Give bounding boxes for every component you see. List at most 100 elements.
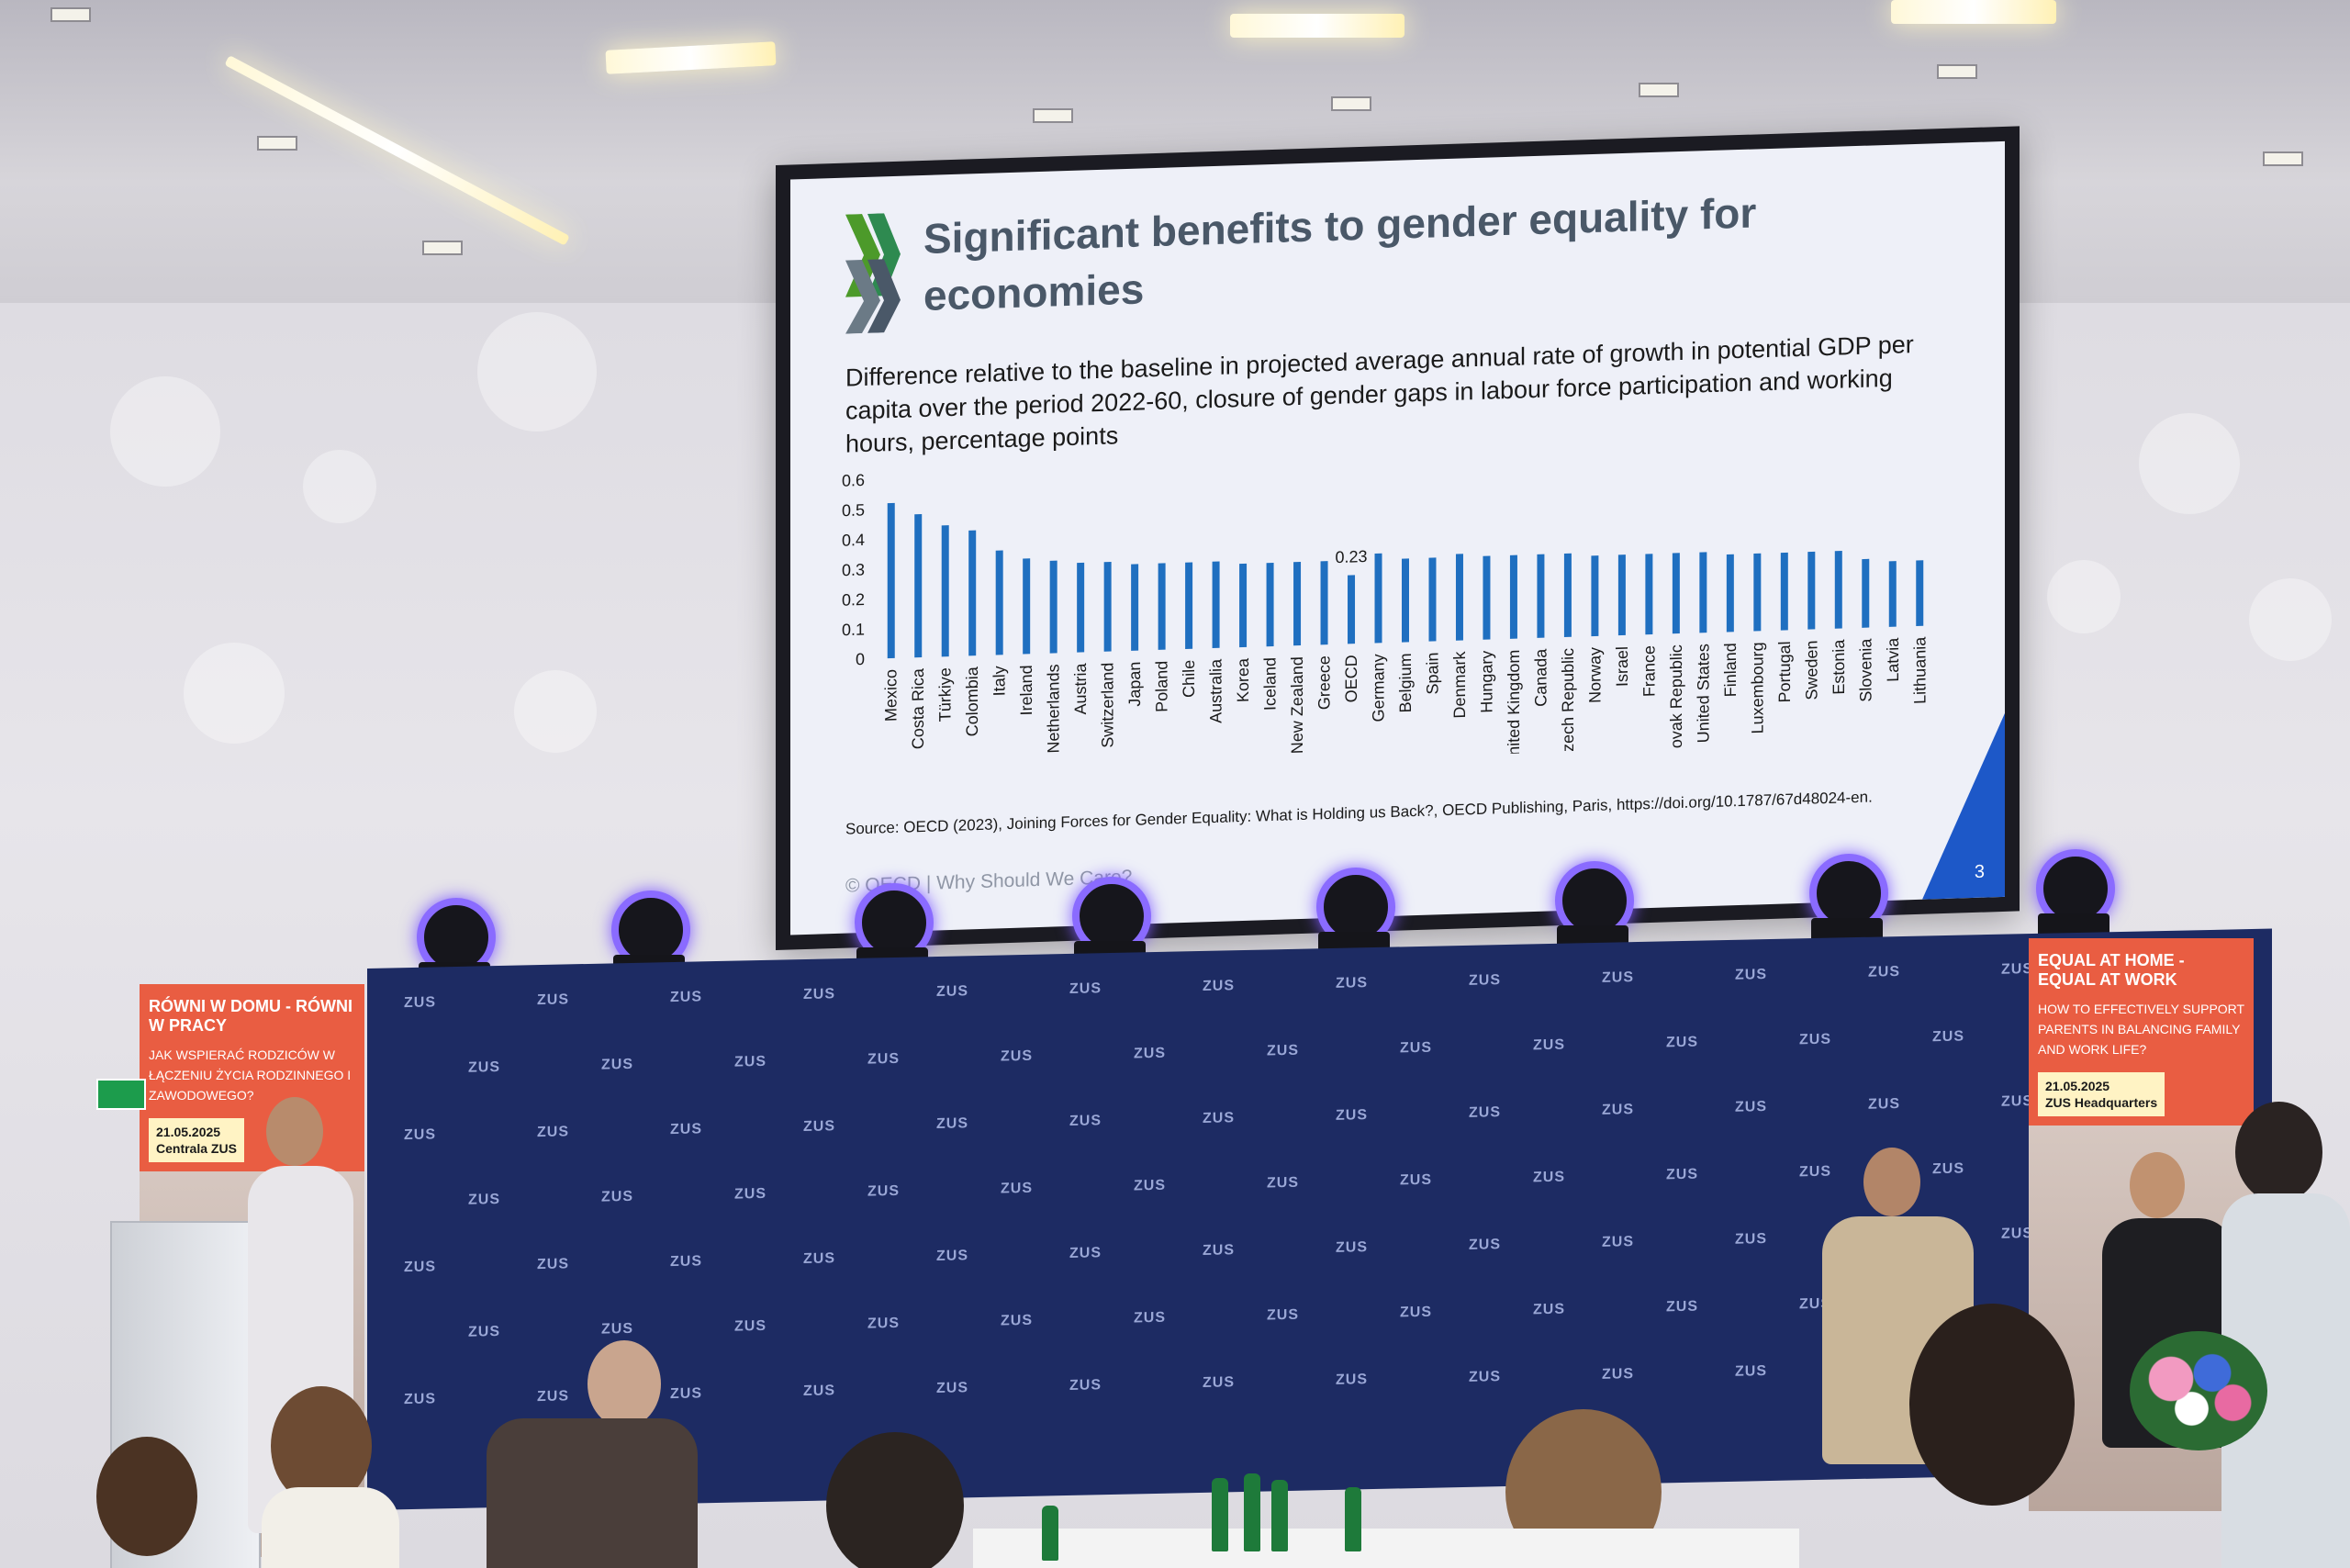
bar-hungary <box>1483 555 1491 640</box>
ceiling-vent <box>1639 83 1679 97</box>
x-tick-label: Costa Rica <box>909 667 927 750</box>
bar-slovenia <box>1862 558 1870 628</box>
x-tick-label: Estonia <box>1830 638 1848 695</box>
slide-corner-accent <box>1922 712 2005 900</box>
bokeh-light <box>184 643 285 744</box>
stage-logo-text: ZUS <box>1134 1309 1166 1327</box>
x-tick-label: Slovenia <box>1856 637 1874 702</box>
slide-subtitle: Difference relative to the baseline in p… <box>845 330 1914 458</box>
y-tick-label: 0.2 <box>842 590 865 610</box>
stage-logo-text: ZUS <box>1735 1363 1767 1380</box>
stage-logo-text: ZUS <box>1868 1096 1900 1113</box>
bokeh-light <box>2047 560 2121 633</box>
stage-logo-text: ZUS <box>1336 1372 1368 1388</box>
water-bottle <box>1244 1473 1260 1551</box>
x-tick-label: Switzerland <box>1099 662 1117 748</box>
stage-logo-text: ZUS <box>803 1383 835 1400</box>
x-tick-label: Norway <box>1585 647 1604 704</box>
x-tick-label: Italy <box>990 666 1009 697</box>
x-tick-label: Austria <box>1071 662 1090 715</box>
stage-logo-text: ZUS <box>867 1182 900 1200</box>
x-tick-label: Canada <box>1531 648 1550 708</box>
water-bottle <box>1042 1506 1058 1561</box>
x-tick-label: Ireland <box>1017 665 1035 716</box>
x-tick-label: Türkiye <box>936 667 955 722</box>
bokeh-light <box>303 450 376 523</box>
stage-logo-text: ZUS <box>670 1385 702 1403</box>
banner-date-box: 21.05.2025 Centrala ZUS <box>149 1118 244 1162</box>
x-tick-label: United Kingdom <box>1505 649 1523 767</box>
x-tick-label: Chile <box>1180 660 1198 699</box>
stage-logo-text: ZUS <box>404 1391 436 1408</box>
x-tick-label: Greece <box>1315 655 1334 711</box>
stage-logo-text: ZUS <box>1666 1034 1698 1051</box>
bar-spain <box>1428 557 1437 642</box>
bar-greece <box>1320 561 1328 645</box>
stage-logo-text: ZUS <box>1666 1166 1698 1183</box>
ceiling-vent <box>1937 64 1977 79</box>
stage-logo-text: ZUS <box>1932 1028 1964 1046</box>
stage-logo-text: ZUS <box>1400 1039 1432 1057</box>
ceiling-light <box>605 41 777 74</box>
exit-sign <box>96 1079 146 1110</box>
stage-logo-text: ZUS <box>1001 1047 1033 1065</box>
slide-source: Source: OECD (2023), Joining Forces for … <box>845 788 1873 838</box>
stage-logo-text: ZUS <box>1203 978 1235 994</box>
x-tick-label: New Zealand <box>1288 656 1306 755</box>
oecd-logo-icon <box>845 213 901 334</box>
banner-date: 21.05.2025 <box>2045 1079 2110 1093</box>
bar-lithuania <box>1916 560 1924 626</box>
bar-sweden <box>1807 551 1816 630</box>
projection-screen: Significant benefits to gender equality … <box>776 126 2020 950</box>
stage-logo-text: ZUS <box>1533 1036 1565 1054</box>
stage-logo-text: ZUS <box>537 1124 569 1141</box>
bar-israel <box>1617 554 1626 636</box>
stage-logo-text: ZUS <box>1735 1099 1767 1115</box>
bar-japan <box>1131 564 1139 651</box>
stage-logo-text: ZUS <box>936 1248 968 1265</box>
y-tick-label: 0.4 <box>842 531 865 550</box>
x-tick-label: Israel <box>1613 646 1631 688</box>
bar-korea <box>1239 563 1248 648</box>
stage-logo-text: ZUS <box>803 1118 835 1136</box>
stage-logo-text: ZUS <box>1469 1104 1501 1121</box>
water-bottle <box>1271 1480 1288 1551</box>
x-tick-label: Slovak Republic <box>1667 644 1685 764</box>
stage-logo-text: ZUS <box>1203 1242 1235 1259</box>
banner-title: RÓWNI W DOMU - RÓWNI W PRACY <box>149 997 352 1035</box>
ceiling-vent <box>1331 96 1371 111</box>
bar-australia <box>1212 561 1220 649</box>
bar-slovak-republic <box>1672 553 1680 634</box>
stage-logo-text: ZUS <box>867 1050 900 1068</box>
stage-logo-text: ZUS <box>404 1126 436 1144</box>
water-bottle <box>1212 1478 1228 1551</box>
bar-new-zealand <box>1293 562 1302 646</box>
x-tick-label: Australia <box>1207 658 1225 724</box>
banner-subtitle: HOW TO EFFECTIVELY SUPPORT PARENTS IN BA… <box>2038 1002 2244 1057</box>
ceiling-light <box>1230 14 1404 38</box>
ceiling-vent <box>422 241 463 255</box>
stage-logo-text: ZUS <box>1069 1113 1102 1129</box>
stage-logo-text: ZUS <box>1134 1177 1166 1194</box>
stage-logo-text: ZUS <box>1602 1102 1634 1118</box>
stage-logo-text: ZUS <box>1400 1304 1432 1321</box>
x-tick-label: Latvia <box>1884 636 1902 682</box>
bar-united-kingdom <box>1509 554 1517 639</box>
stage-logo-text: ZUS <box>1001 1312 1033 1329</box>
stage-logo-text: ZUS <box>1469 972 1501 989</box>
bar-colombia <box>968 530 977 656</box>
bokeh-light <box>110 376 220 487</box>
stage-logo-text: ZUS <box>1469 1237 1501 1253</box>
slide-title: Significant benefits to gender equality … <box>923 188 1757 319</box>
x-tick-label: Belgium <box>1396 653 1415 713</box>
stage-logo-text: ZUS <box>1400 1171 1432 1189</box>
stage-logo-text: ZUS <box>1069 1377 1102 1394</box>
x-tick-label: Germany <box>1370 654 1388 722</box>
x-tick-label: Mexico <box>882 669 901 722</box>
x-tick-label: Spain <box>1423 652 1441 695</box>
bar-luxembourg <box>1753 553 1762 632</box>
stage-logo-text: ZUS <box>537 1256 569 1273</box>
stage-logo-text: ZUS <box>670 989 702 1006</box>
bar-netherlands <box>1049 560 1058 654</box>
y-tick-label: 0.6 <box>842 471 865 490</box>
